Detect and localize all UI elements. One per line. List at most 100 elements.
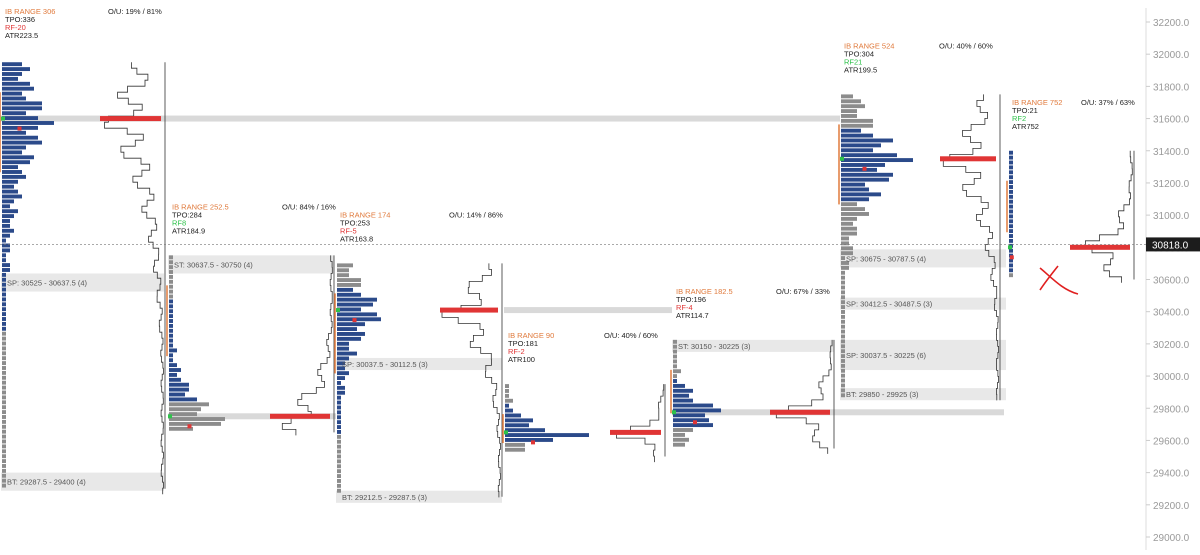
- tpo-block-row: [169, 284, 173, 289]
- tpo-block-row: [2, 361, 6, 366]
- tpo-block-row: [169, 338, 173, 343]
- price-axis-tick-label: 30400.0: [1153, 308, 1190, 319]
- tpo-block-row: [169, 382, 189, 387]
- tpo-block-row: [841, 123, 873, 128]
- tpo-block-row: [2, 473, 6, 478]
- tpo-block-row: [673, 432, 685, 437]
- tpo-block-row: [169, 421, 221, 426]
- open-green-marker: [504, 430, 508, 435]
- tpo-block-row: [2, 258, 6, 263]
- over-under-label: O/U: 19% / 81%: [108, 7, 162, 16]
- tpo-block-row: [2, 165, 18, 170]
- tpo-block-row: [841, 207, 865, 212]
- tpo-block-row: [841, 334, 845, 339]
- tpo-block-row: [337, 483, 341, 488]
- volume-outline-profile: [281, 255, 333, 436]
- single-print-band-label: SP: 30037.5 - 30112.5 (3): [342, 360, 428, 369]
- tpo-block-row: [841, 251, 853, 256]
- tpo-block-row: [2, 419, 6, 424]
- ib-range-label: IB RANGE 252.5: [172, 202, 229, 211]
- poc-line-layer: [0, 115, 1004, 420]
- tpo-block-row: [2, 434, 6, 439]
- tpo-block-row: [841, 290, 845, 295]
- tpo-block-row: [673, 408, 721, 413]
- tpo-block-row: [841, 158, 913, 163]
- tpo-block-row: [2, 454, 6, 459]
- tpo-block-row: [337, 307, 361, 312]
- tpo-block-row: [841, 378, 845, 383]
- volume-outline-profile: [775, 339, 833, 454]
- price-axis-tick-label: 31200.0: [1153, 179, 1190, 190]
- tpo-block-row: [841, 354, 845, 359]
- volume-outline-profile: [104, 62, 164, 495]
- tpo-block-row: [169, 270, 173, 274]
- over-under-label: O/U: 67% / 33%: [776, 287, 830, 296]
- tpo-block-row: [841, 310, 845, 314]
- tpo-block-row: [337, 425, 341, 430]
- tpo-block-row: [2, 302, 6, 307]
- tpo-block-row: [841, 339, 845, 344]
- tpo-block-row: [673, 413, 705, 418]
- tpo-block-row: [1009, 234, 1013, 238]
- tpo-block-row: [337, 488, 341, 493]
- tpo-block-row: [673, 388, 693, 393]
- tpo-block-row: [2, 140, 42, 145]
- tpo-block-row: [1009, 209, 1013, 214]
- open-green-marker: [336, 308, 340, 313]
- atr-label: ATR752: [1012, 122, 1039, 131]
- tpo-block-row: [2, 282, 6, 287]
- tpo-block-row: [2, 101, 42, 106]
- close-red-marker: [352, 318, 357, 323]
- tpo-block-row: [337, 297, 377, 302]
- tpo-block-row: [841, 300, 845, 305]
- tpo-block-row: [841, 99, 861, 104]
- price-axis-tick-label: 29400.0: [1153, 469, 1190, 480]
- single-print-band-label: SP: 30412.5 - 30487.5 (3): [846, 300, 933, 309]
- tpo-count-label: TPO:21: [1012, 106, 1038, 115]
- single-print-band: [336, 357, 502, 371]
- tpo-block-row: [169, 279, 173, 284]
- tpo-block-row: [337, 332, 365, 336]
- tpo-block-row: [2, 390, 6, 395]
- tpo-count-label: TPO:196: [676, 295, 706, 304]
- tpo-block-row: [505, 442, 525, 447]
- close-red-marker: [1009, 255, 1014, 260]
- tpo-block-row: [841, 118, 873, 123]
- tpo-block-row: [2, 150, 22, 155]
- tpo-block-row: [337, 366, 345, 371]
- tpo-block-row: [673, 339, 677, 344]
- single-print-band: [840, 297, 1006, 310]
- tpo-block-row: [841, 388, 845, 393]
- tpo-block-row: [2, 429, 6, 434]
- tpo-block-row: [841, 270, 845, 275]
- poc-extension-band: [0, 115, 840, 122]
- poc-red-marker: [770, 409, 830, 415]
- open-green-marker: [1, 116, 5, 121]
- tpo-block-row: [841, 319, 845, 324]
- tpo-block-row: [841, 359, 845, 363]
- price-axis-tick-label: 32200.0: [1153, 18, 1190, 29]
- tpo-block-row: [841, 265, 849, 270]
- tpo-block-row: [673, 398, 693, 403]
- tpo-block-row: [337, 268, 349, 273]
- tpo-block-row: [2, 223, 10, 228]
- tpo-block-row: [169, 377, 181, 382]
- tpo-count-label: TPO:284: [172, 210, 202, 219]
- single-print-band-label: BT: 29850 - 29925 (3): [846, 390, 919, 399]
- tpo-block-row: [1009, 150, 1013, 155]
- tpo-count-label: TPO:181: [508, 339, 538, 348]
- ib-range-label: IB RANGE 306: [5, 7, 55, 16]
- tpo-block-row: [2, 366, 6, 370]
- tpo-block-row: [1009, 170, 1013, 175]
- tpo-block-row: [505, 408, 513, 413]
- atr-label: ATR184.9: [172, 226, 205, 235]
- single-print-band-label: BT: 29287.5 - 29400 (4): [7, 478, 86, 487]
- tpo-block-row: [2, 248, 10, 253]
- price-axis-tick-label: 31000.0: [1153, 211, 1190, 222]
- poc-red-marker: [270, 413, 330, 419]
- tpo-block-row: [169, 417, 225, 421]
- tpo-block-row: [2, 415, 6, 419]
- tpo-block-row: [841, 202, 857, 207]
- tpo-block-row: [1009, 263, 1013, 268]
- tpo-block-row: [2, 121, 54, 125]
